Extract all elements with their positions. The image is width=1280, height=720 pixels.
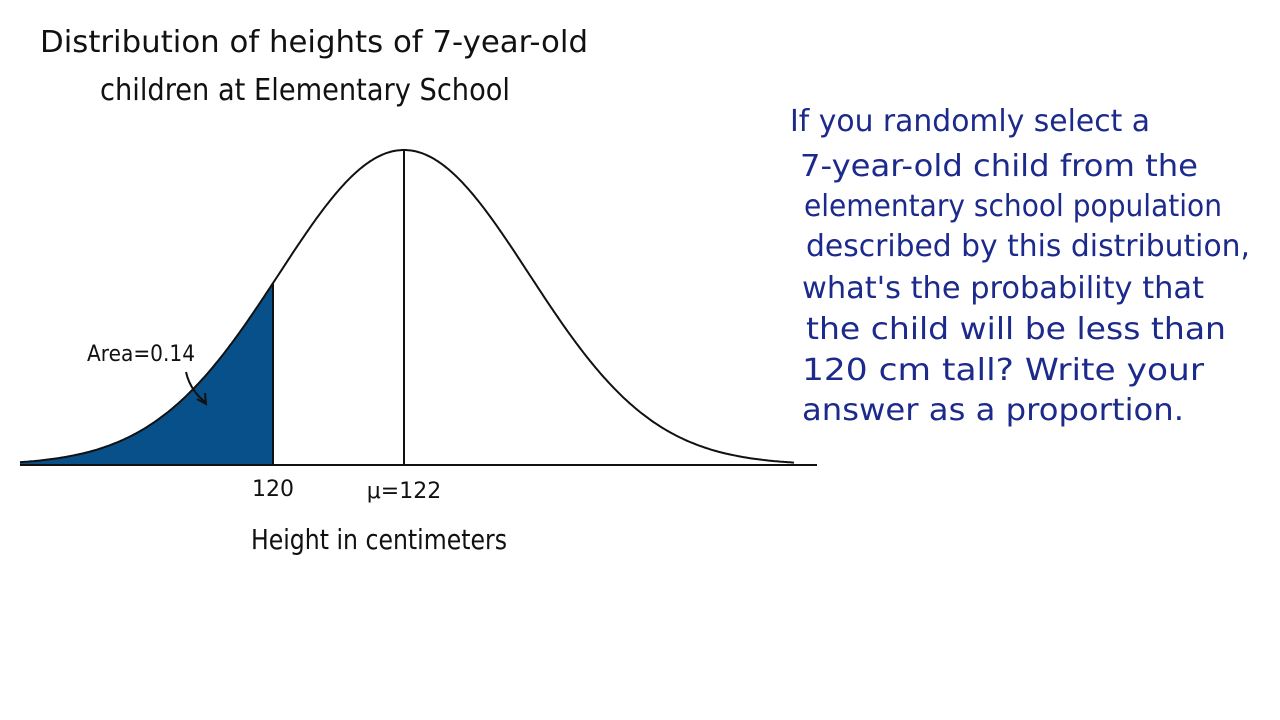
x-axis-label: Height in centimeters <box>251 523 507 556</box>
chart-title-line-1: Distribution of heights of 7-year-old <box>40 25 588 60</box>
area-annotation: Area=0.14 <box>87 342 195 367</box>
question-line: elementary school population <box>804 189 1222 224</box>
question-line: answer as a proportion. <box>802 393 1184 428</box>
question-line: 7-year-old child from the <box>800 149 1198 184</box>
tick-label-120: 120 <box>252 477 294 502</box>
area-annotation-arrow <box>185 371 206 403</box>
chart-title-line-2: children at Elementary School <box>100 73 510 108</box>
question-line: described by this distribution, <box>806 229 1250 264</box>
question-line: the child will be less than <box>806 312 1226 347</box>
question-text: If you randomly select a 7-year-old chil… <box>790 104 1250 428</box>
shaded-area-left-tail <box>20 283 273 465</box>
question-line: what's the probability that <box>802 271 1204 306</box>
question-line: 120 cm tall? Write your <box>802 353 1205 388</box>
normal-curve <box>19 149 795 464</box>
tick-label-mean: μ=122 <box>367 479 441 504</box>
question-line: If you randomly select a <box>790 104 1150 139</box>
area-annotation-arrowhead <box>196 392 208 406</box>
